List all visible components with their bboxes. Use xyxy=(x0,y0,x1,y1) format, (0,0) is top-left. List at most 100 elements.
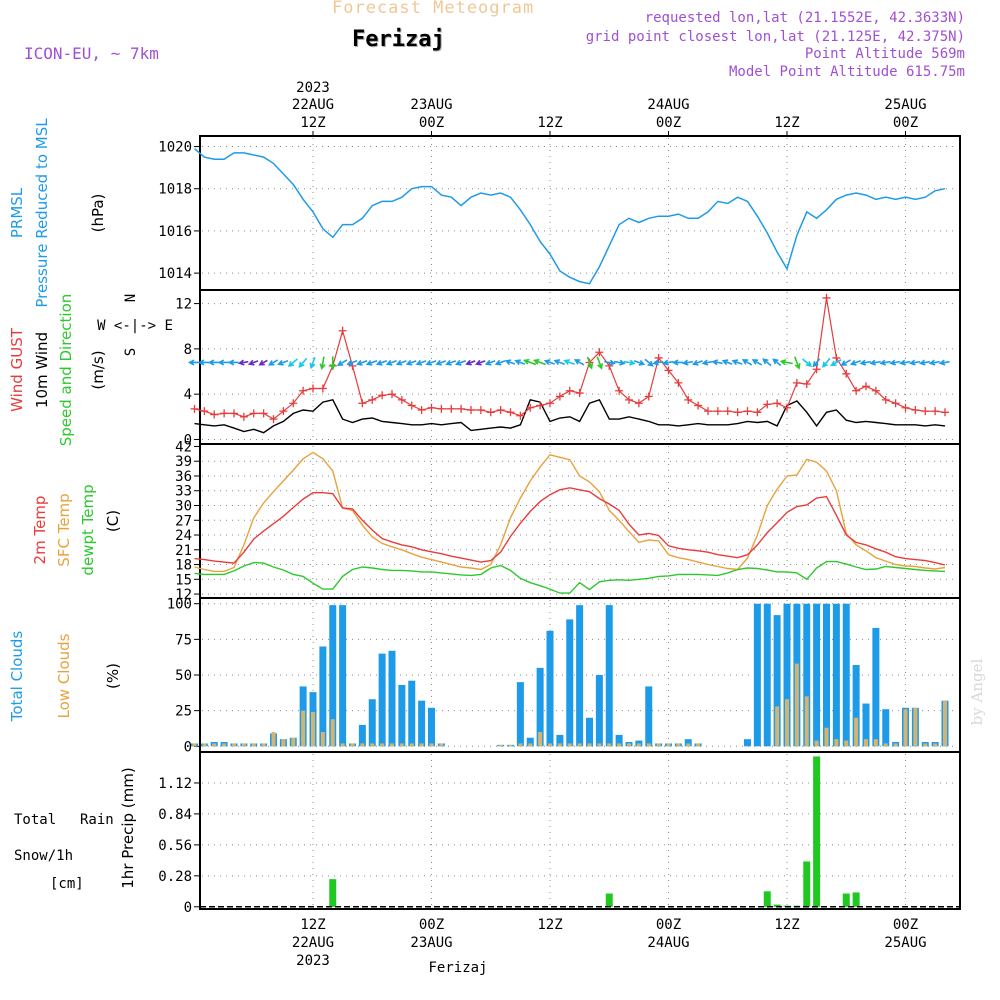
wind-direction-arrow xyxy=(298,357,308,369)
gust-marker xyxy=(664,366,673,375)
low-clouds-bar xyxy=(903,709,908,747)
ytick-label-wind: 4 xyxy=(184,387,192,403)
low-clouds-bar xyxy=(251,743,256,747)
wind-direction-arrow xyxy=(840,359,851,366)
ytick-label-clouds: 100 xyxy=(167,597,192,613)
gust-marker xyxy=(318,384,327,393)
total-clouds-bar xyxy=(576,605,584,747)
low-clouds-bar xyxy=(340,743,345,747)
low-clouds-bar xyxy=(370,743,375,747)
low-clouds-bar xyxy=(844,740,849,747)
model-label: ICON-EU, ~ 7km xyxy=(24,44,159,63)
low-clouds-label: Low Clouds xyxy=(55,633,73,718)
low-clouds-bar xyxy=(933,743,938,747)
gust-marker xyxy=(279,407,288,416)
low-clouds-bar xyxy=(597,743,602,747)
rain-bar xyxy=(763,891,771,907)
wind-direction-arrow xyxy=(484,359,496,366)
compass-north: N xyxy=(123,294,139,302)
gust-marker xyxy=(615,386,624,395)
gust-marker xyxy=(842,369,851,378)
ytick-label-pressure: 1014 xyxy=(158,266,192,282)
wind-direction-arrow xyxy=(385,359,397,366)
low-clouds-bar xyxy=(212,743,217,747)
total-clouds-bar xyxy=(388,650,396,747)
low-clouds-bar xyxy=(923,743,928,747)
wind-direction-arrow xyxy=(217,359,229,366)
gust-marker xyxy=(654,353,663,362)
ytick-label-temperature: 12 xyxy=(175,587,192,603)
wind-direction-arrow xyxy=(405,359,417,366)
gust-marker xyxy=(743,407,752,416)
wind-10m-label: 10m Wind xyxy=(33,332,51,408)
gust-marker xyxy=(733,408,742,417)
gust-marker xyxy=(249,409,258,418)
wind-direction-arrow xyxy=(711,359,723,366)
gust-marker xyxy=(476,406,485,415)
gust-marker xyxy=(565,386,574,395)
wind-direction-arrow xyxy=(721,359,733,366)
total-clouds-bar xyxy=(684,739,692,747)
ytick-label-temperature: 33 xyxy=(175,484,192,500)
gust-marker xyxy=(309,384,317,393)
low-clouds-bar xyxy=(548,743,552,747)
wind-direction-arrow xyxy=(812,358,821,368)
total-clouds-bar xyxy=(882,709,890,747)
low-clouds-bar xyxy=(666,743,671,747)
top-time-label: 00Z xyxy=(419,115,444,131)
ytick-label-temperature: 18 xyxy=(175,558,192,574)
gust-marker xyxy=(220,409,229,418)
rain-bar xyxy=(605,893,613,907)
gust-marker xyxy=(812,365,821,374)
total-clouds-bar xyxy=(516,682,524,747)
compass-west-east: W <-|-> E xyxy=(97,318,173,334)
total-clouds-bar xyxy=(605,605,613,747)
wind-direction-arrow xyxy=(454,359,467,366)
wind-direction-arrow xyxy=(849,359,862,366)
total-clouds-bar xyxy=(773,615,781,747)
ytick-label-clouds: 0 xyxy=(184,739,192,755)
gust-marker xyxy=(536,401,545,410)
gust-marker xyxy=(259,409,268,418)
bottom-time-label: 23AUG xyxy=(410,935,452,951)
total-clouds-bar xyxy=(783,603,791,747)
total-clouds-bar xyxy=(763,603,771,747)
total-clouds-bar xyxy=(556,734,564,747)
compass-south: S xyxy=(123,348,139,356)
ytick-label-temperature: 30 xyxy=(175,499,192,515)
top-time-label: 24AUG xyxy=(647,97,689,113)
ytick-label-precip: 0.56 xyxy=(158,838,192,854)
top-time-label: 22AUG xyxy=(292,97,334,113)
total-clouds-bar xyxy=(852,665,860,747)
wind-direction-arrow xyxy=(573,359,585,366)
wind-direction-arrow xyxy=(879,359,891,366)
total-clouds-bar xyxy=(358,724,366,747)
bottom-time-label: 25AUG xyxy=(884,935,926,951)
wind-direction-arrow xyxy=(613,359,626,366)
total-clouds-bar xyxy=(832,603,840,747)
gust-marker xyxy=(447,404,456,413)
gust-marker xyxy=(190,404,199,413)
top-time-label: 25AUG xyxy=(884,97,926,113)
rain-bar xyxy=(773,904,781,907)
total-clouds-bar xyxy=(378,653,386,747)
gust-marker xyxy=(230,409,238,418)
top-time-label: 00Z xyxy=(656,115,681,131)
gust-marker xyxy=(783,403,791,412)
wind-direction-arrow xyxy=(267,359,278,366)
rain-bar xyxy=(813,756,821,907)
gust-marker xyxy=(526,403,535,412)
total-clouds-bar xyxy=(615,734,623,747)
wind-direction-arrow xyxy=(762,358,772,367)
wind-direction-arrow xyxy=(435,359,447,366)
low-clouds-bar xyxy=(301,710,306,747)
low-clouds-bar xyxy=(320,732,325,747)
wind-direction-arrow xyxy=(802,358,813,368)
wind-direction-arrow xyxy=(772,358,782,367)
t2m-label: 2m Temp xyxy=(31,496,49,565)
total-clouds-bar xyxy=(398,684,406,747)
low-clouds-bar xyxy=(241,743,246,747)
gust-marker xyxy=(496,406,505,415)
gust-marker xyxy=(397,395,406,404)
